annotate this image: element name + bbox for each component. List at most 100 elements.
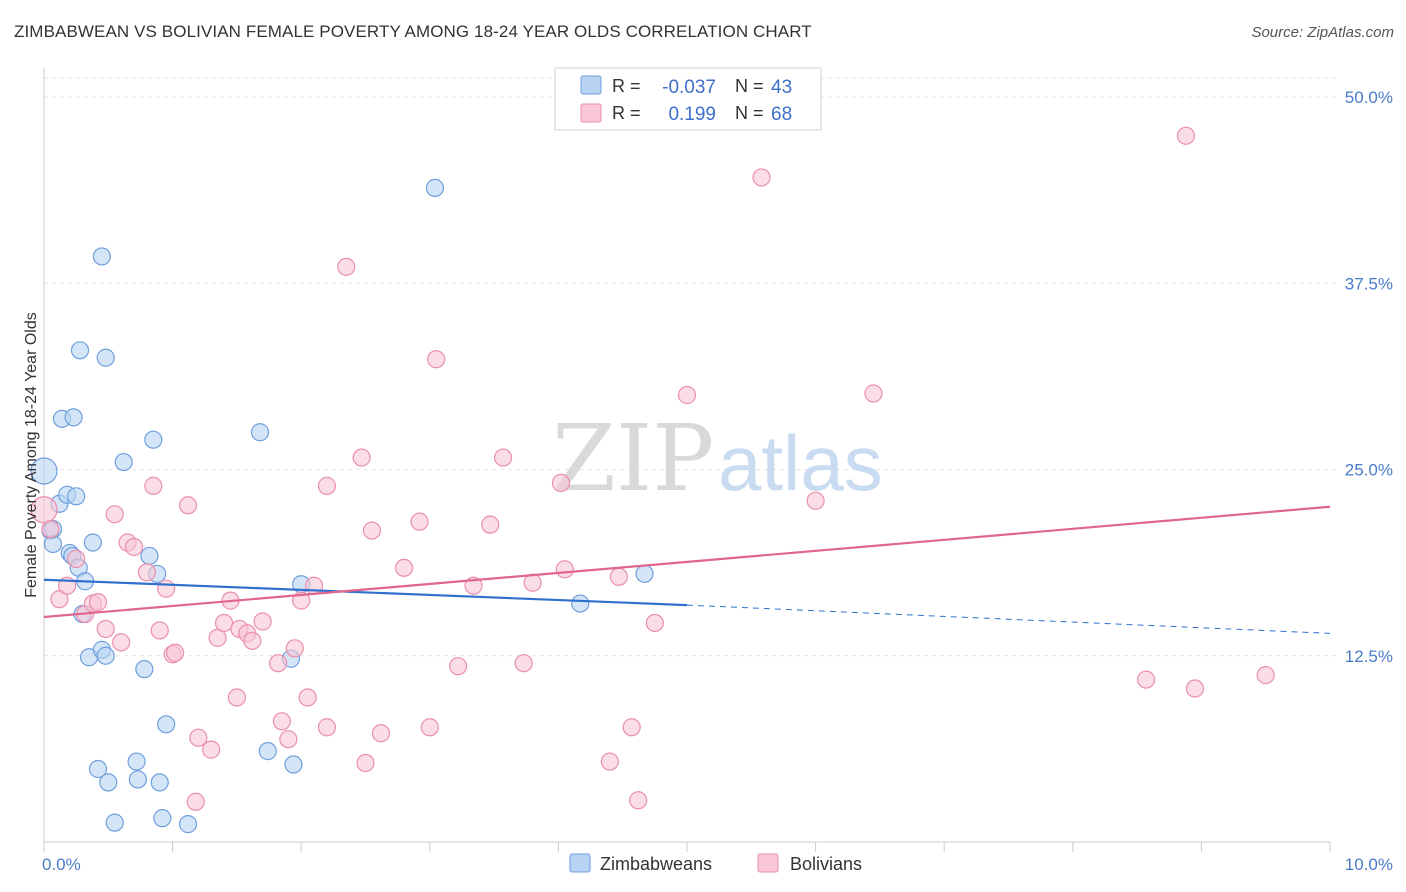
- bolivia-point-57: [600, 752, 619, 771]
- bolivia-point-51: [481, 515, 500, 534]
- bolivia-point-1: [41, 519, 60, 539]
- bolivia-point-19: [178, 496, 198, 515]
- legend-zim-n-label: N =: [735, 76, 764, 96]
- zimbabwe-point-26: [135, 660, 154, 679]
- zimbabwe-point-9: [67, 487, 86, 506]
- zimbabwe-point-11: [70, 341, 90, 360]
- zimbabwe-point-16: [92, 247, 111, 266]
- bolivia-point-4: [67, 549, 86, 569]
- bolivia-point-46: [410, 512, 429, 531]
- y-tick-labels: 12.5% 25.0% 37.5% 50.0%: [1345, 88, 1393, 666]
- bolivia-point-13: [137, 563, 156, 582]
- zimbabwe-point-27: [140, 546, 159, 566]
- zimbabwe-point-39: [425, 178, 445, 197]
- legend-bol-r-value: 0.199: [668, 104, 716, 125]
- zimbabwe-point-28: [144, 430, 163, 449]
- bolivia-point-65: [864, 384, 883, 403]
- zimbabwe-point-25: [128, 770, 147, 789]
- y-axis-label: Female Poverty Among 18-24 Year Olds: [23, 312, 40, 598]
- y-tick-label-1: 25.0%: [1345, 461, 1393, 480]
- zimbabwe-point-40: [571, 594, 590, 613]
- bolivia-point-21: [189, 728, 208, 747]
- bolivia-point-54: [523, 573, 542, 592]
- bolivia-point-10: [112, 633, 131, 652]
- zimbabwe-point-22: [88, 759, 108, 779]
- zimbabwe-point-0: [30, 457, 58, 485]
- legend-swatch-bolivia: [580, 103, 602, 123]
- bolivia-point-16: [157, 579, 176, 598]
- bolivia-point-26: [227, 688, 246, 707]
- zimbabwe-point-19: [96, 646, 115, 665]
- bolivia-point-36: [298, 688, 317, 707]
- bolivia-point-40: [337, 257, 356, 276]
- zimbabwe-point-20: [105, 813, 124, 832]
- bolivia-point-45: [394, 558, 414, 577]
- bolivia-point-34: [285, 639, 304, 658]
- bolivia-point-33: [279, 730, 298, 749]
- series-bolivians: [30, 126, 1275, 811]
- bolivia-point-41: [352, 448, 371, 467]
- zimbabwe-point-31: [157, 715, 176, 734]
- bottom-legend-swatch-zimbabweans: [569, 853, 591, 873]
- bolivia-point-20: [186, 792, 205, 811]
- bolivia-point-68: [1185, 679, 1205, 698]
- bolivia-point-9: [105, 505, 124, 524]
- zimbabwe-point-21: [99, 773, 118, 792]
- y-tick-label-0: 12.5%: [1345, 647, 1393, 666]
- zimbabwe-point-18: [96, 348, 115, 367]
- bottom-legend-zimbabweans: Zimbabweans: [600, 854, 712, 874]
- legend-zim-r-value: -0.037: [662, 77, 716, 98]
- legend-bol-n-label: N =: [735, 103, 764, 123]
- zimbabwe-point-37: [284, 755, 303, 774]
- bolivia-point-69: [1256, 666, 1275, 685]
- chart-title: ZIMBABWEAN VS BOLIVIAN FEMALE POVERTY AM…: [14, 22, 812, 41]
- bottom-legend-bolivians: Bolivians: [790, 854, 862, 874]
- y-tick-label-2: 37.5%: [1345, 274, 1393, 293]
- bolivia-point-7: [88, 593, 108, 612]
- bolivia-point-38: [317, 476, 337, 495]
- bolivia-point-15: [150, 621, 169, 640]
- bolivia-point-61: [645, 613, 664, 633]
- x-tick-labels: 0.0% 10.0%: [42, 855, 1393, 874]
- chart-source: Source: ZipAtlas.com: [1251, 24, 1394, 41]
- trend-line-zimbabwe: [43, 578, 688, 607]
- y-tick-label-3: 50.0%: [1345, 88, 1393, 107]
- bolivia-point-67: [1176, 126, 1196, 145]
- axes: [43, 68, 1331, 852]
- bolivia-point-64: [806, 491, 825, 510]
- zimbabwe-point-8: [64, 408, 83, 427]
- bolivia-point-43: [362, 521, 382, 540]
- zimbabwe-point-35: [258, 742, 277, 761]
- zimbabwe-point-41: [635, 564, 654, 583]
- x-tick-label-1: 10.0%: [1345, 855, 1393, 874]
- bolivia-point-59: [622, 718, 641, 737]
- bottom-legend-swatch-bolivians: [757, 853, 779, 873]
- bolivia-point-24: [214, 613, 234, 633]
- bolivia-point-55: [551, 473, 571, 493]
- bolivia-point-47: [420, 718, 439, 737]
- series-legend: Zimbabweans Bolivians: [569, 853, 862, 874]
- bolivia-point-18: [166, 643, 185, 662]
- bolivia-point-60: [629, 791, 648, 810]
- zimbabwe-point-33: [178, 815, 198, 834]
- bolivia-point-66: [1137, 670, 1156, 689]
- bolivia-point-12: [124, 537, 144, 557]
- zimbabwe-point-23: [114, 452, 133, 472]
- bolivia-point-44: [371, 724, 391, 743]
- legend-bol-n-value: 68: [771, 104, 792, 125]
- legend-zim-r-label: R =: [612, 76, 641, 96]
- bolivia-point-48: [427, 350, 446, 369]
- trend-line-bolivia: [43, 505, 1331, 619]
- bolivia-point-52: [494, 448, 513, 467]
- bolivia-point-58: [609, 567, 628, 586]
- bolivia-point-14: [144, 476, 163, 495]
- trend-lines: [43, 505, 1331, 634]
- bolivia-point-39: [317, 718, 337, 737]
- zimbabwe-point-34: [250, 423, 270, 442]
- bolivia-point-53: [514, 654, 533, 673]
- bolivia-point-29: [243, 631, 262, 650]
- zimbabwe-point-30: [150, 773, 169, 792]
- grid-lines: [44, 77, 1340, 657]
- zimbabwe-point-32: [153, 809, 172, 828]
